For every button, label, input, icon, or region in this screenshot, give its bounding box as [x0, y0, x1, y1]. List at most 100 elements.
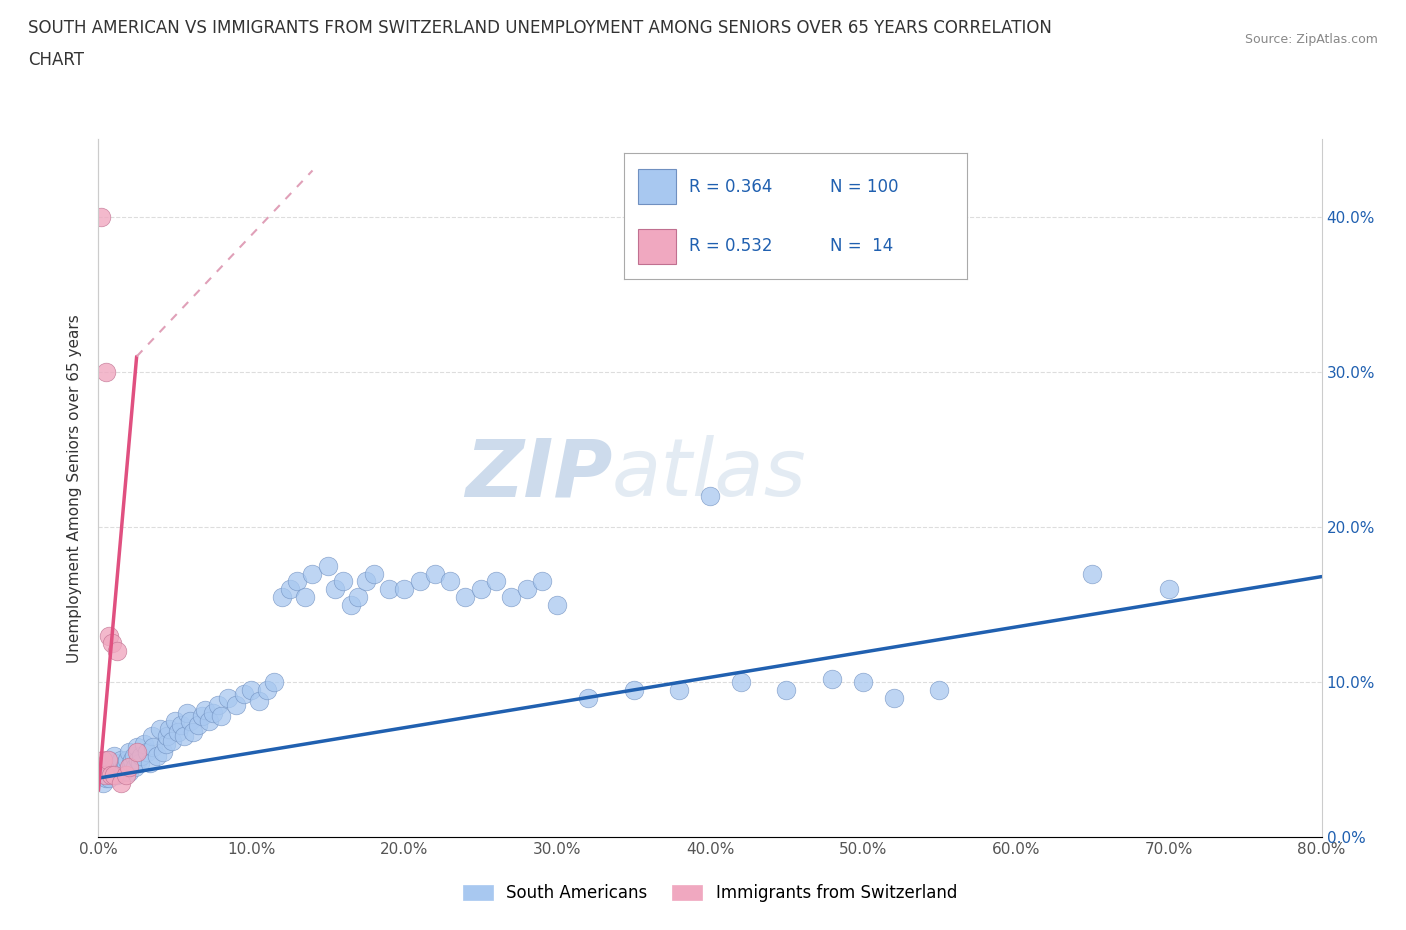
- Point: [97, 767, 120, 782]
- Point: [128, 755, 150, 770]
- Point: [730, 674, 752, 689]
- Point: [101, 760, 124, 775]
- Point: [181, 724, 204, 739]
- Point: [197, 713, 219, 728]
- Point: [160, 734, 183, 749]
- Point: [1157, 581, 1180, 596]
- Point: [152, 744, 174, 759]
- Point: [103, 749, 125, 764]
- Point: [111, 764, 134, 779]
- Point: [117, 752, 139, 767]
- Point: [145, 749, 167, 764]
- Point: [100, 767, 122, 782]
- Point: [928, 683, 950, 698]
- Text: atlas: atlas: [612, 435, 807, 513]
- Point: [378, 581, 401, 596]
- Point: [155, 737, 177, 751]
- Point: [139, 755, 162, 770]
- Point: [392, 581, 416, 596]
- Point: [278, 581, 301, 596]
- Point: [118, 760, 141, 775]
- Point: [121, 752, 143, 767]
- Point: [141, 729, 163, 744]
- Point: [485, 574, 508, 589]
- Point: [363, 566, 385, 581]
- Point: [775, 683, 797, 698]
- Point: [339, 597, 361, 612]
- Point: [122, 749, 145, 764]
- Point: [316, 558, 339, 573]
- Point: [115, 755, 138, 770]
- Point: [136, 744, 159, 759]
- Point: [209, 709, 232, 724]
- Point: [225, 698, 247, 712]
- Point: [470, 581, 492, 596]
- Point: [294, 590, 316, 604]
- Point: [439, 574, 461, 589]
- Point: [332, 574, 354, 589]
- Point: [98, 628, 121, 643]
- Point: [98, 752, 121, 767]
- Point: [104, 760, 127, 775]
- Point: [93, 767, 115, 782]
- Point: [90, 767, 112, 782]
- Point: [163, 713, 186, 728]
- Point: [118, 764, 141, 779]
- Point: [120, 755, 142, 770]
- Point: [156, 729, 179, 744]
- Point: [347, 590, 370, 604]
- Point: [247, 693, 270, 708]
- Point: [101, 636, 124, 651]
- Point: [124, 760, 146, 775]
- Legend: South Americans, Immigrants from Switzerland: South Americans, Immigrants from Switzer…: [456, 878, 965, 909]
- Point: [176, 706, 198, 721]
- Text: CHART: CHART: [28, 51, 84, 69]
- Point: [97, 752, 120, 767]
- Point: [112, 760, 135, 775]
- Point: [194, 702, 217, 717]
- Point: [1081, 566, 1104, 581]
- Point: [98, 771, 121, 786]
- Point: [125, 739, 148, 754]
- Point: [354, 574, 377, 589]
- Point: [142, 739, 165, 754]
- Y-axis label: Unemployment Among Seniors over 65 years: Unemployment Among Seniors over 65 years: [67, 314, 83, 662]
- Point: [623, 683, 645, 698]
- Point: [94, 771, 117, 786]
- Point: [285, 574, 308, 589]
- Point: [90, 209, 112, 224]
- Point: [217, 690, 239, 705]
- Point: [103, 767, 125, 782]
- Point: [129, 749, 152, 764]
- Point: [263, 674, 285, 689]
- Point: [93, 764, 115, 779]
- Point: [173, 729, 195, 744]
- Point: [256, 683, 278, 698]
- Point: [423, 566, 446, 581]
- Point: [108, 755, 131, 770]
- Point: [240, 683, 263, 698]
- Point: [167, 724, 190, 739]
- Point: [134, 737, 156, 751]
- Point: [118, 744, 141, 759]
- Point: [115, 767, 138, 782]
- Point: [454, 590, 477, 604]
- Text: ZIP: ZIP: [465, 435, 612, 513]
- Point: [408, 574, 430, 589]
- Point: [821, 671, 844, 686]
- Point: [100, 764, 122, 779]
- Text: SOUTH AMERICAN VS IMMIGRANTS FROM SWITZERLAND UNEMPLOYMENT AMONG SENIORS OVER 65: SOUTH AMERICAN VS IMMIGRANTS FROM SWITZE…: [28, 19, 1052, 36]
- Point: [668, 683, 690, 698]
- Point: [157, 721, 180, 736]
- Point: [105, 644, 128, 658]
- Point: [576, 690, 599, 705]
- Point: [170, 718, 193, 733]
- Point: [501, 590, 523, 604]
- Text: Source: ZipAtlas.com: Source: ZipAtlas.com: [1244, 33, 1378, 46]
- Point: [91, 776, 114, 790]
- Point: [530, 574, 553, 589]
- Point: [232, 687, 254, 702]
- Point: [187, 718, 209, 733]
- Point: [105, 767, 128, 782]
- Point: [883, 690, 905, 705]
